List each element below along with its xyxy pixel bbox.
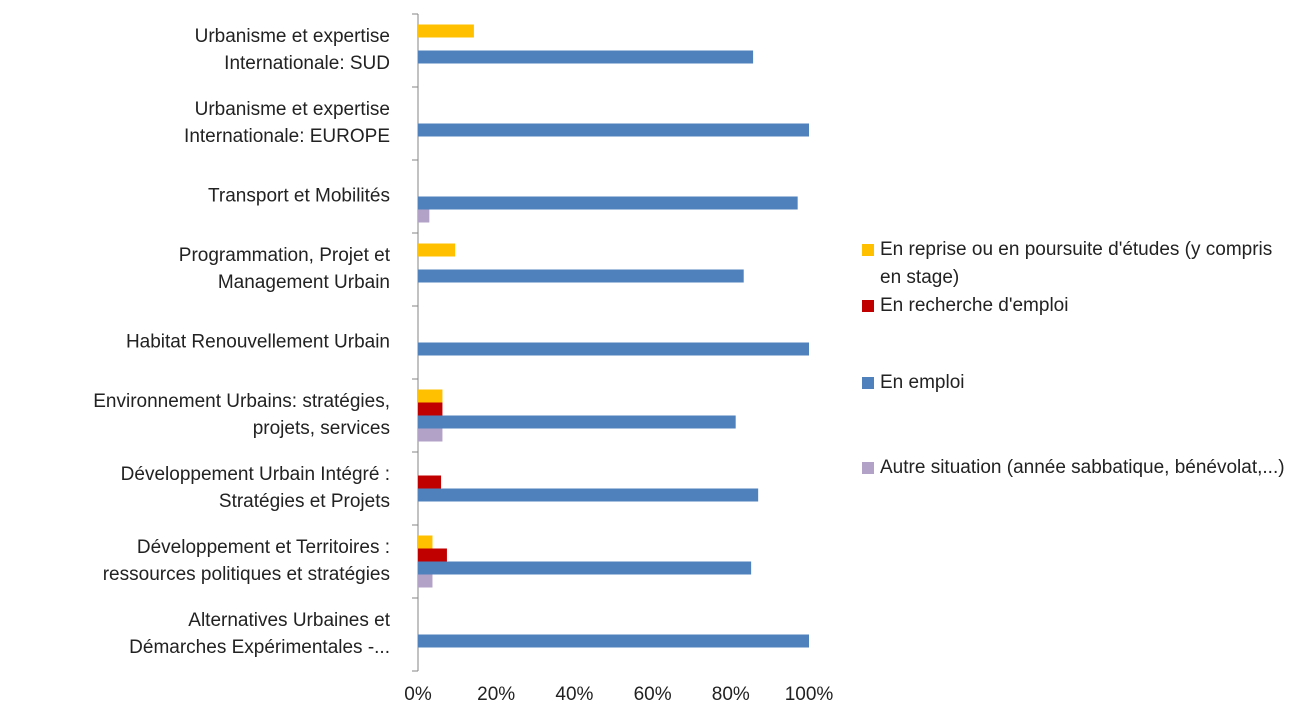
bar — [418, 475, 442, 489]
bar — [418, 535, 433, 549]
bar — [418, 389, 443, 403]
x-tick-label: 60% — [634, 684, 672, 705]
bar — [418, 50, 754, 64]
x-tick-label: 20% — [477, 684, 515, 705]
y-tick-label: Urbanisme et expertise Internationale: SU… — [195, 26, 390, 74]
y-tick-label: Transport et Mobilités — [208, 186, 390, 207]
bar — [418, 634, 809, 648]
bar — [418, 415, 736, 429]
y-tick-label: Programmation, Projet et Management Urbai… — [179, 245, 391, 293]
bar — [418, 24, 474, 38]
x-tick-label: 40% — [555, 684, 593, 705]
bar — [418, 269, 744, 283]
bar — [418, 123, 809, 137]
bar — [418, 402, 443, 416]
legend-label: En reprise ou en poursuite d'études (y c… — [880, 239, 1272, 288]
legend-swatch — [862, 377, 874, 389]
bar — [418, 428, 443, 442]
bar — [418, 196, 798, 210]
bar — [418, 574, 433, 588]
y-tick-label: Urbanisme et expertise Internationale: EU… — [184, 99, 390, 147]
x-tick-label: 100% — [785, 684, 834, 705]
y-tick-label: Alternatives Urbaines et Démarches Expéri… — [129, 610, 391, 658]
bar — [418, 342, 809, 356]
y-tick-label: Environnement Urbains: stratégies, projet… — [93, 391, 390, 439]
y-tick-label: Développement et Territoires : ressources… — [103, 537, 390, 585]
legend-swatch — [862, 462, 874, 474]
bar — [418, 209, 430, 223]
x-tick-label: 80% — [712, 684, 750, 705]
x-tick-label: 0% — [404, 684, 432, 705]
bar — [418, 243, 456, 257]
legend-swatch — [862, 300, 874, 312]
legend-label: En recherche d'emploi — [880, 295, 1068, 316]
legend-label: Autre situation (année sabbatique, bénév… — [880, 457, 1285, 478]
bar — [418, 561, 752, 575]
y-tick-label: Développement Urbain Intégré : Stratégies… — [121, 464, 390, 512]
legend-label: En emploi — [880, 372, 965, 393]
bar — [418, 548, 447, 562]
y-tick-label: Habitat Renouvellement Urbain — [126, 332, 390, 353]
legend-swatch — [862, 244, 874, 256]
bar — [418, 488, 759, 502]
